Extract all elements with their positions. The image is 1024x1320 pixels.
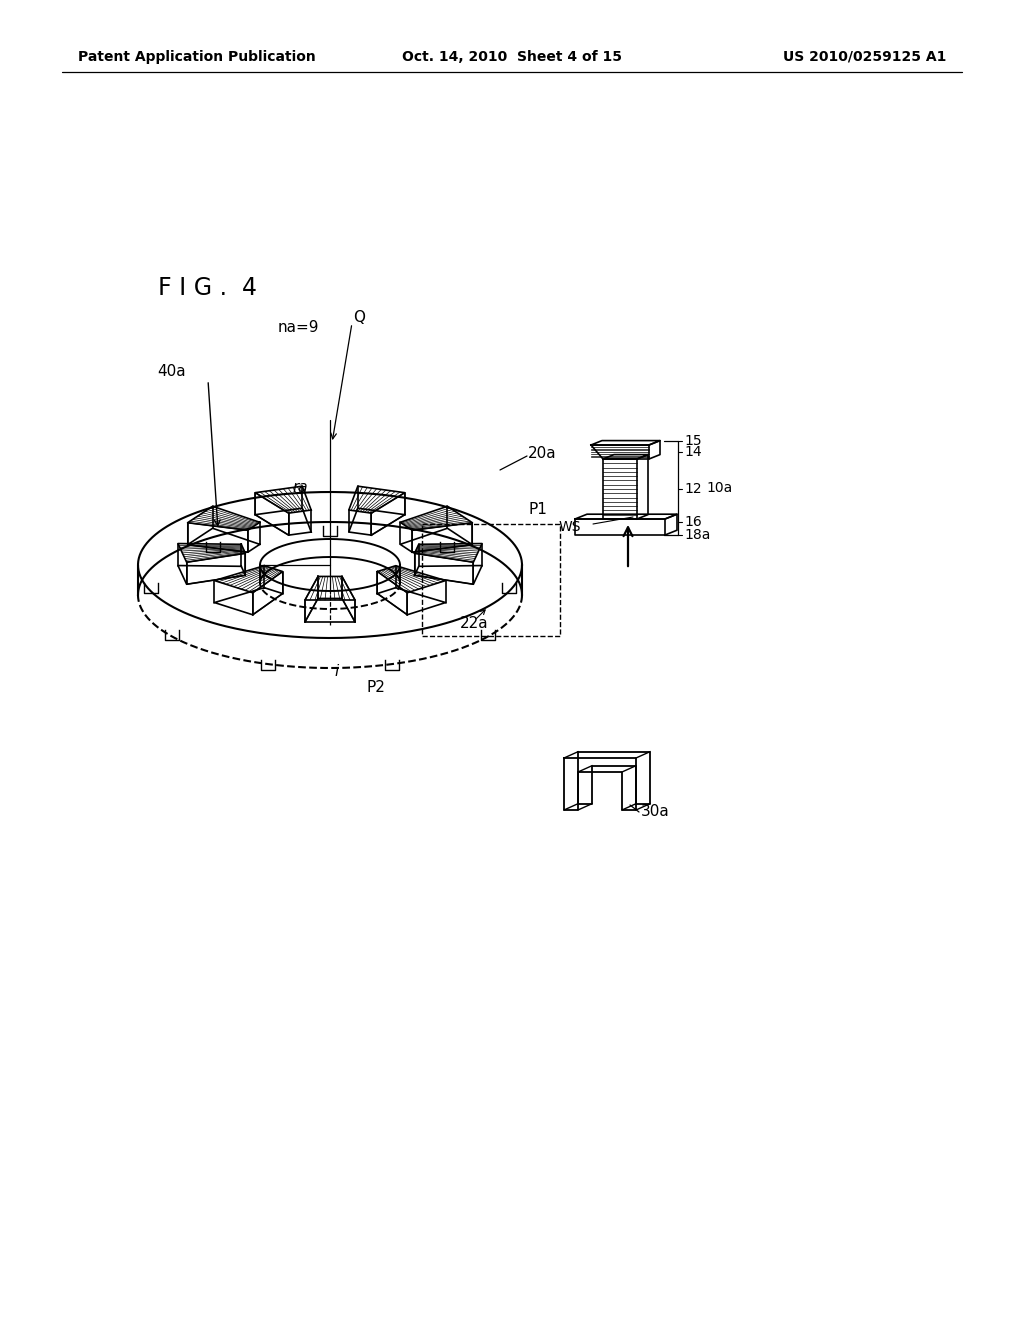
Text: Q: Q xyxy=(353,310,365,326)
Text: Oct. 14, 2010  Sheet 4 of 15: Oct. 14, 2010 Sheet 4 of 15 xyxy=(402,50,622,63)
Text: ra: ra xyxy=(292,480,307,495)
Text: US 2010/0259125 A1: US 2010/0259125 A1 xyxy=(782,50,946,63)
Text: F I G .  4: F I G . 4 xyxy=(158,276,257,300)
Text: 10a: 10a xyxy=(706,480,732,495)
Text: i: i xyxy=(334,664,338,680)
Text: 22a: 22a xyxy=(460,615,488,631)
Text: 16: 16 xyxy=(684,515,701,529)
Text: P2: P2 xyxy=(366,681,385,696)
Text: na=9: na=9 xyxy=(278,321,319,335)
Text: 18a: 18a xyxy=(684,528,711,543)
Text: 14: 14 xyxy=(684,445,701,459)
Text: 30a: 30a xyxy=(641,804,670,820)
Text: Patent Application Publication: Patent Application Publication xyxy=(78,50,315,63)
Text: 40a: 40a xyxy=(157,364,185,380)
Text: P1: P1 xyxy=(528,503,547,517)
Text: 15: 15 xyxy=(684,433,701,447)
Text: WS: WS xyxy=(558,520,581,535)
Bar xyxy=(422,524,560,636)
Text: 20a: 20a xyxy=(528,446,557,461)
Text: 12: 12 xyxy=(684,482,701,496)
